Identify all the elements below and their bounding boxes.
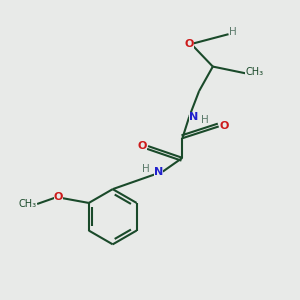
- Text: O: O: [54, 192, 63, 202]
- Text: N: N: [189, 112, 198, 122]
- Text: N: N: [154, 167, 163, 177]
- Text: O: O: [220, 122, 229, 131]
- Text: CH₃: CH₃: [245, 67, 263, 76]
- Text: H: H: [229, 27, 237, 37]
- Text: O: O: [138, 141, 147, 151]
- Text: H: H: [201, 115, 208, 124]
- Text: O: O: [185, 39, 194, 49]
- Text: CH₃: CH₃: [19, 199, 37, 209]
- Text: H: H: [142, 164, 150, 174]
